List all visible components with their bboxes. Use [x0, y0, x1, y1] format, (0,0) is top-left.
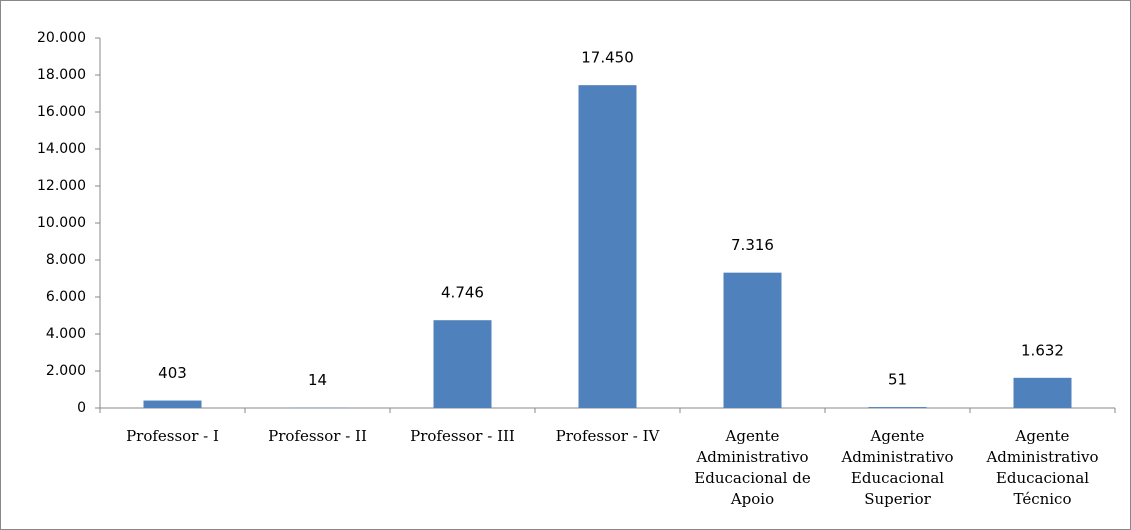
- value-label: 51: [888, 371, 907, 389]
- value-label: 14: [308, 371, 327, 389]
- bar: [578, 85, 637, 409]
- x-tick-label: Professor - I: [126, 427, 219, 445]
- bar: [143, 400, 202, 408]
- y-tick-label: 4.000: [46, 326, 86, 342]
- y-tick-label: 12.000: [37, 178, 86, 194]
- x-tick-label: Professor - IV: [555, 427, 660, 445]
- x-tick-label: Agente Administrativo Educacional Técnic…: [986, 427, 1099, 508]
- bar: [433, 320, 492, 408]
- y-tick-label: 10.000: [37, 215, 86, 231]
- y-tick-label: 18.000: [37, 67, 86, 83]
- value-label: 7.316: [731, 236, 774, 254]
- x-tick-label: Agente Administrativo Educacional Superi…: [841, 427, 954, 508]
- y-tick-label: 14.000: [37, 141, 86, 157]
- value-label: 403: [158, 364, 187, 382]
- x-tick-label: Agente Administrativo Educacional de Apo…: [694, 427, 811, 508]
- y-tick-label: 16.000: [37, 104, 86, 120]
- y-tick-label: 0: [77, 400, 86, 416]
- x-tick-label: Professor - II: [268, 427, 367, 445]
- y-tick-label: 2.000: [46, 363, 86, 379]
- value-label: 4.746: [441, 284, 484, 302]
- x-tick-label: Professor - III: [410, 427, 515, 445]
- y-tick-label: 8.000: [46, 252, 86, 268]
- value-label: 1.632: [1021, 341, 1064, 359]
- value-label: 17.450: [581, 49, 634, 67]
- y-tick-label: 20.000: [37, 30, 86, 46]
- bar: [1013, 377, 1072, 408]
- bar: [868, 407, 927, 408]
- bar: [723, 272, 782, 408]
- y-tick-label: 6.000: [46, 289, 86, 305]
